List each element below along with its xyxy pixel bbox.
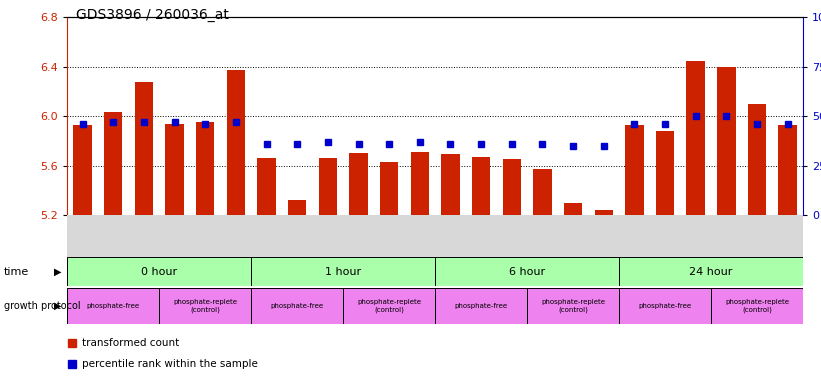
Bar — [619, 257, 803, 286]
Bar — [472, 157, 490, 215]
Text: growth protocol: growth protocol — [4, 301, 80, 311]
Text: 1 hour: 1 hour — [325, 266, 361, 277]
Text: phosphate-replete
(control): phosphate-replete (control) — [541, 300, 605, 313]
Bar — [104, 113, 122, 215]
Bar — [435, 257, 619, 286]
Bar — [319, 158, 337, 215]
Bar — [686, 61, 705, 215]
Text: phosphate-replete
(control): phosphate-replete (control) — [173, 300, 237, 313]
Bar — [251, 288, 343, 324]
Bar — [711, 288, 803, 324]
Text: phosphate-free: phosphate-free — [455, 303, 507, 309]
Text: ▶: ▶ — [53, 266, 62, 277]
Bar — [251, 257, 435, 286]
Bar — [748, 104, 766, 215]
Bar — [533, 169, 552, 215]
Bar — [67, 288, 159, 324]
Text: time: time — [4, 266, 30, 277]
Text: phosphate-replete
(control): phosphate-replete (control) — [725, 300, 789, 313]
Text: transformed count: transformed count — [82, 338, 179, 348]
Bar — [625, 125, 644, 215]
Bar — [343, 288, 435, 324]
Bar — [502, 159, 521, 215]
Bar — [349, 153, 368, 215]
Bar — [410, 152, 429, 215]
Bar — [257, 158, 276, 215]
Bar — [288, 200, 306, 215]
Text: phosphate-free: phosphate-free — [639, 303, 691, 309]
Bar — [564, 203, 582, 215]
Bar — [67, 257, 251, 286]
Bar — [619, 288, 711, 324]
Bar — [135, 81, 154, 215]
Bar — [380, 162, 398, 215]
Bar — [227, 70, 245, 215]
Bar — [196, 122, 214, 215]
Text: ▶: ▶ — [53, 301, 62, 311]
Bar — [778, 125, 797, 215]
Bar — [159, 288, 251, 324]
Bar — [594, 210, 613, 215]
Text: GDS3896 / 260036_at: GDS3896 / 260036_at — [76, 8, 228, 22]
Bar — [165, 124, 184, 215]
Text: 24 hour: 24 hour — [690, 266, 732, 277]
Bar — [441, 154, 460, 215]
Text: phosphate-free: phosphate-free — [87, 303, 140, 309]
Bar — [73, 125, 92, 215]
Bar — [435, 288, 527, 324]
Text: phosphate-free: phosphate-free — [271, 303, 323, 309]
Text: phosphate-replete
(control): phosphate-replete (control) — [357, 300, 421, 313]
Text: percentile rank within the sample: percentile rank within the sample — [82, 359, 258, 369]
Bar — [717, 67, 736, 215]
Bar — [656, 131, 674, 215]
Text: 6 hour: 6 hour — [509, 266, 545, 277]
Bar — [527, 288, 619, 324]
Text: 0 hour: 0 hour — [141, 266, 177, 277]
